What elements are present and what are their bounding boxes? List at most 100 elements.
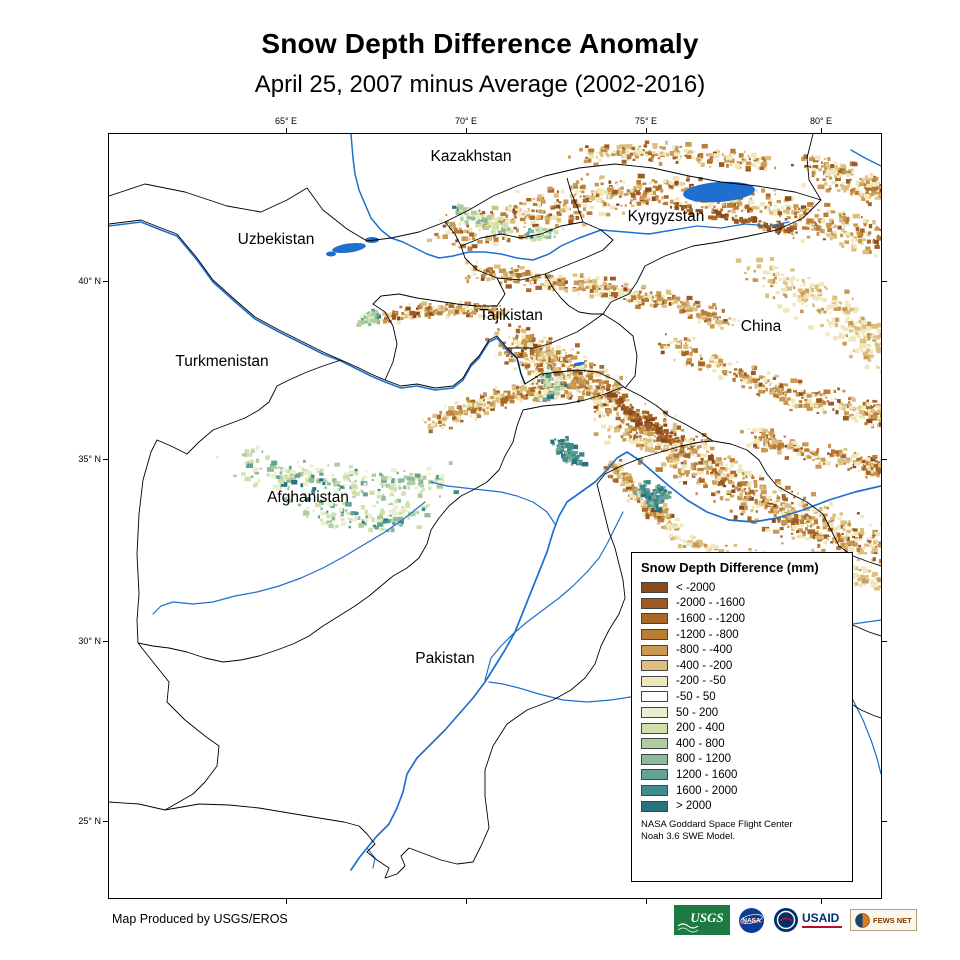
legend-title: Snow Depth Difference (mm) [641, 560, 819, 575]
raster-band-neg [740, 427, 881, 479]
border-line [136, 479, 144, 644]
raster-band-posd [633, 480, 665, 512]
lon-tick-mark [466, 899, 467, 904]
lon-tick-label: 75° E [634, 116, 658, 126]
legend-swatch [641, 738, 668, 750]
lon-tick-mark [466, 128, 467, 133]
raster-band-neg [791, 154, 881, 207]
legend-row: < -2000 [641, 580, 843, 596]
legend-label: -800 - -400 [676, 644, 733, 657]
raster-band-neg [593, 389, 881, 567]
lon-tick-label: 80° E [809, 116, 833, 126]
border-line [712, 440, 881, 567]
legend-label: 400 - 800 [676, 737, 725, 750]
lon-tick-mark [821, 128, 822, 133]
legend-row: -50 - 50 [641, 689, 843, 705]
legend-row: 50 - 200 [641, 705, 843, 721]
legend-label: 1600 - 2000 [676, 784, 738, 797]
lon-tick-mark [646, 899, 647, 904]
lat-tick-label: 25° N [78, 816, 101, 826]
legend-row: -400 - -200 [641, 658, 843, 674]
legend-swatch [641, 785, 668, 797]
usaid-seal-icon [774, 908, 798, 932]
lake [332, 242, 366, 254]
border-line [137, 642, 220, 811]
legend-swatch [641, 753, 668, 765]
legend-label: -200 - -50 [676, 675, 726, 688]
legend-row: -1600 - -1200 [641, 611, 843, 627]
border-line [507, 313, 604, 349]
usaid-red-bar [802, 926, 842, 928]
legend-label: 50 - 200 [676, 706, 719, 719]
legend-swatch [641, 722, 668, 734]
legend-label: -2000 - -1600 [676, 597, 746, 610]
legend-note-line2: Noah 3.6 SWE Model. [641, 831, 735, 843]
raster-band-neg [464, 260, 740, 330]
border-line [806, 134, 822, 201]
river [152, 501, 426, 615]
raster-band-neg [374, 300, 509, 325]
legend-swatch [641, 629, 668, 641]
legend-label: < -2000 [676, 581, 716, 594]
lon-tick-label: 70° E [454, 116, 478, 126]
legend-swatch [641, 660, 668, 672]
river [109, 221, 526, 391]
legend-label: 200 - 400 [676, 722, 725, 735]
legend-row: 200 - 400 [641, 720, 843, 736]
river [672, 221, 790, 231]
lat-tick-mark [882, 821, 887, 822]
raster-band-negl [735, 257, 881, 374]
legend-label: 800 - 1200 [676, 753, 731, 766]
lon-tick-mark [286, 128, 287, 133]
lat-tick-mark [882, 641, 887, 642]
page-subtitle: April 25, 2007 minus Average (2002-2016) [254, 71, 706, 98]
raster-band-pos [356, 308, 382, 327]
lat-tick-label: 35° N [78, 454, 101, 464]
nasa-logo: NASA [739, 907, 764, 933]
lakes [326, 181, 755, 367]
lake [573, 361, 585, 367]
legend-label: -1600 - -1200 [676, 612, 746, 625]
raster-band-posd [550, 436, 589, 467]
raster-band-pos [216, 445, 461, 510]
country-borders [109, 134, 881, 879]
border-line [460, 221, 614, 281]
map-canvas [109, 134, 881, 879]
fewsnet-logo: FEWS NET [850, 909, 917, 931]
legend-swatch [641, 800, 668, 812]
legend-label: 1200 - 1600 [676, 768, 738, 781]
lat-tick-label: 30° N [78, 636, 101, 646]
legend-swatch [641, 582, 668, 594]
border-line [142, 359, 342, 481]
page-title: Snow Depth Difference Anomaly [261, 28, 699, 59]
raster-band-pos [531, 365, 568, 403]
border-line [624, 387, 714, 442]
usgs-logo: USGS [674, 905, 730, 935]
lat-tick-mark [882, 281, 887, 282]
lat-tick-mark [103, 281, 108, 282]
river [350, 451, 881, 871]
lon-tick-mark [821, 899, 822, 904]
lon-tick-mark [646, 128, 647, 133]
border-line [109, 183, 494, 242]
legend-label: -1200 - -800 [676, 628, 739, 641]
border-line [372, 277, 506, 381]
usaid-label: USAID [802, 911, 840, 925]
map-frame: Kazakhstan Uzbekistan Kyrgyzstan Turkmenist… [78, 116, 887, 904]
legend-rows: < -2000 -2000 - -1600 -1600 - -1200 -1200 -… [641, 580, 843, 814]
fewsnet-globe-icon [855, 912, 870, 928]
map-credit: Map Produced by USGS/EROS [112, 912, 288, 926]
legend-row: -1200 - -800 [641, 627, 843, 643]
legend-swatch [641, 613, 668, 625]
border-line [109, 219, 386, 381]
legend-swatch [641, 769, 668, 781]
lat-tick-mark [103, 641, 108, 642]
legend-swatch [641, 597, 668, 609]
legend-label: -50 - 50 [676, 690, 716, 703]
legend-row: -2000 - -1600 [641, 596, 843, 612]
snow-anomaly-raster [216, 140, 881, 591]
lat-tick-mark [103, 459, 108, 460]
legend-swatch [641, 691, 668, 703]
usaid-logo: USAID [773, 907, 842, 933]
